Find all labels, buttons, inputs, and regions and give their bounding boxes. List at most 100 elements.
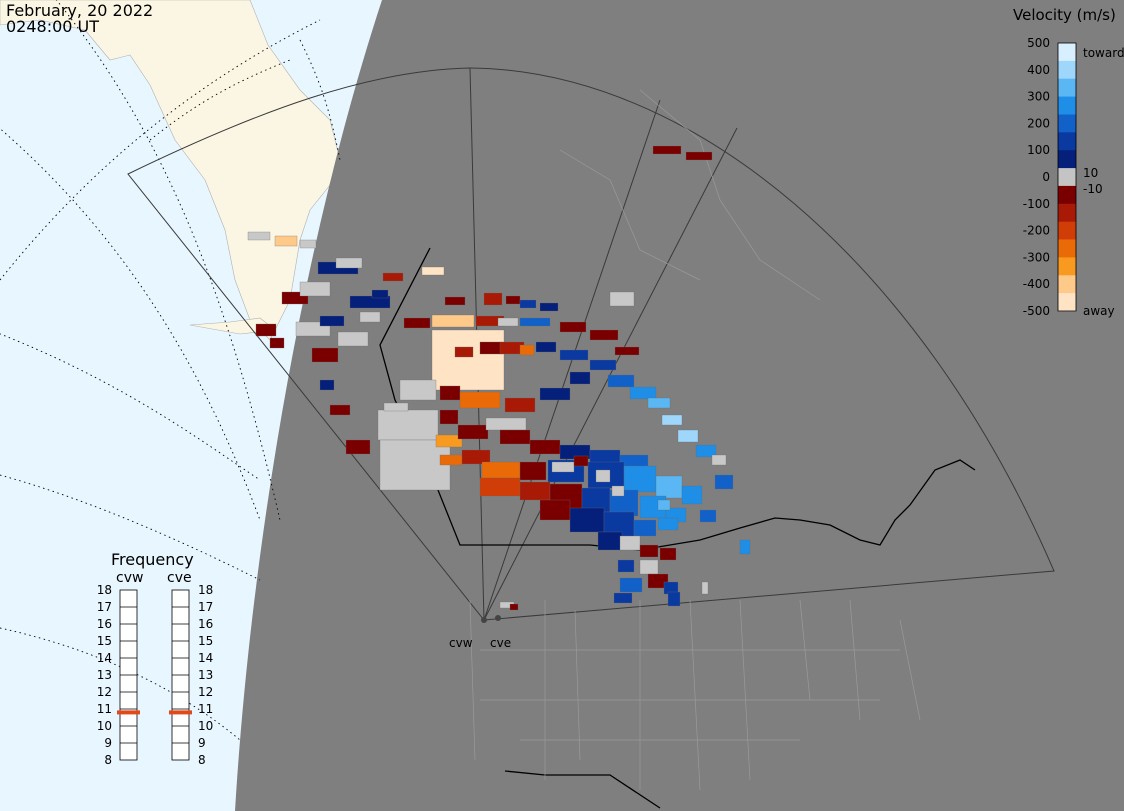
velocity-cell (659, 547, 677, 561)
velocity-cell (444, 296, 466, 306)
velocity-cell (711, 454, 727, 466)
frequency-marker-cvw (117, 710, 140, 715)
colorbar-segment (1058, 60, 1076, 80)
velocity-cell (454, 346, 474, 358)
velocity-cell (647, 397, 671, 409)
station-label-cve: cve (490, 636, 511, 650)
velocity-cell (539, 302, 559, 312)
colorbar-tick-labels: 500 400 300 200 100 0 -100 -200 -300 -400 -500 (1023, 36, 1050, 318)
date-label: February, 20 2022 (6, 1, 153, 20)
frequency-level-label-left: 18 (97, 583, 112, 597)
velocity-colorbar (1057, 42, 1077, 312)
colorbar-segment (1058, 96, 1076, 115)
colorbar-threshold-pos: 10 (1083, 166, 1098, 180)
velocity-cell (439, 385, 461, 401)
velocity-cell (255, 323, 277, 337)
colorbar-tick-label: -100 (1023, 197, 1050, 211)
colorbar-tick-label: 300 (1027, 90, 1050, 104)
velocity-cell (371, 289, 389, 299)
velocity-cell (661, 414, 683, 426)
velocity-cell (614, 346, 640, 356)
colorbar-segment (1058, 275, 1076, 294)
velocity-cell (483, 292, 503, 306)
velocity-cell (633, 519, 657, 537)
frequency-panel: 18 18 17 17 16 16 15 15 14 14 13 13 12 12 11 11 10 10 9 9 8 8 (97, 583, 214, 767)
velocity-cell (479, 341, 503, 355)
frequency-level-label-left: 13 (97, 668, 112, 682)
velocity-cell (699, 509, 717, 523)
velocity-cell (667, 591, 681, 607)
velocity-cell (359, 311, 381, 323)
frequency-level-label-right: 12 (198, 685, 213, 699)
frequency-level-label-right: 14 (198, 651, 213, 665)
velocity-cell (623, 465, 657, 493)
velocity-cell (421, 266, 445, 276)
velocity-cell (311, 347, 339, 363)
velocity-cell (479, 477, 521, 497)
colorbar-segment (1058, 203, 1076, 223)
night-region (235, 0, 1124, 811)
velocity-cell (439, 409, 459, 425)
velocity-cell (299, 281, 331, 297)
frequency-level-label-right: 17 (198, 600, 213, 614)
velocity-cell (589, 329, 619, 341)
velocity-cell (589, 359, 617, 371)
frequency-radar-cvw: cvw (116, 570, 143, 586)
colorbar-tick-label: 400 (1027, 63, 1050, 77)
velocity-cell (403, 317, 431, 329)
colorbar-threshold-neg: -10 (1083, 182, 1103, 196)
velocity-cell (431, 329, 505, 391)
velocity-cell (399, 379, 437, 401)
colorbar-frame (1057, 42, 1077, 312)
velocity-cell (504, 397, 536, 413)
velocity-cell (431, 314, 475, 328)
colorbar-segment (1058, 168, 1076, 187)
velocity-cell (439, 454, 463, 466)
velocity-cell (461, 449, 491, 465)
velocity-cell (685, 151, 713, 161)
frequency-level-label-left: 8 (104, 753, 112, 767)
velocity-cell (529, 439, 561, 455)
velocity-cell (519, 344, 535, 356)
velocity-cell (457, 424, 489, 440)
velocity-cell (379, 439, 451, 491)
colorbar-title: Velocity (m/s) (1013, 6, 1116, 24)
velocity-cell (739, 539, 751, 555)
velocity-cell (485, 417, 527, 431)
colorbar-tick-label: -500 (1023, 304, 1050, 318)
velocity-cell (619, 577, 643, 593)
frequency-level-label-right: 11 (198, 702, 213, 716)
velocity-data-layer (247, 145, 751, 611)
frequency-level-label-left: 12 (97, 685, 112, 699)
velocity-cell (701, 581, 709, 595)
frequency-level-label-right: 13 (198, 668, 213, 682)
velocity-cell (573, 455, 589, 467)
velocity-cell (519, 461, 547, 481)
colorbar-tick-label: -400 (1023, 277, 1050, 291)
frequency-level-label-left: 9 (104, 736, 112, 750)
frequency-level-label-left: 14 (97, 651, 112, 665)
velocity-cell (595, 469, 611, 483)
colorbar-segment (1058, 239, 1076, 258)
velocity-cell (519, 481, 551, 501)
frequency-title: Frequency (111, 550, 194, 569)
colorbar-segment (1058, 221, 1076, 241)
velocity-cell (319, 315, 345, 327)
velocity-cell (345, 439, 371, 455)
velocity-cell (639, 559, 659, 575)
velocity-cell (299, 239, 317, 249)
colorbar-away-label: away (1083, 304, 1115, 318)
colorbar-segment (1058, 257, 1076, 276)
velocity-cell (629, 386, 657, 400)
velocity-cell (714, 474, 734, 490)
colorbar-tick-label: 0 (1042, 170, 1050, 184)
velocity-cell (509, 603, 519, 611)
velocity-cell (505, 295, 521, 305)
velocity-cell (657, 517, 679, 531)
velocity-cell (319, 379, 335, 391)
frequency-level-label-right: 16 (198, 617, 213, 631)
velocity-cell (639, 544, 659, 558)
velocity-cell (382, 272, 404, 282)
